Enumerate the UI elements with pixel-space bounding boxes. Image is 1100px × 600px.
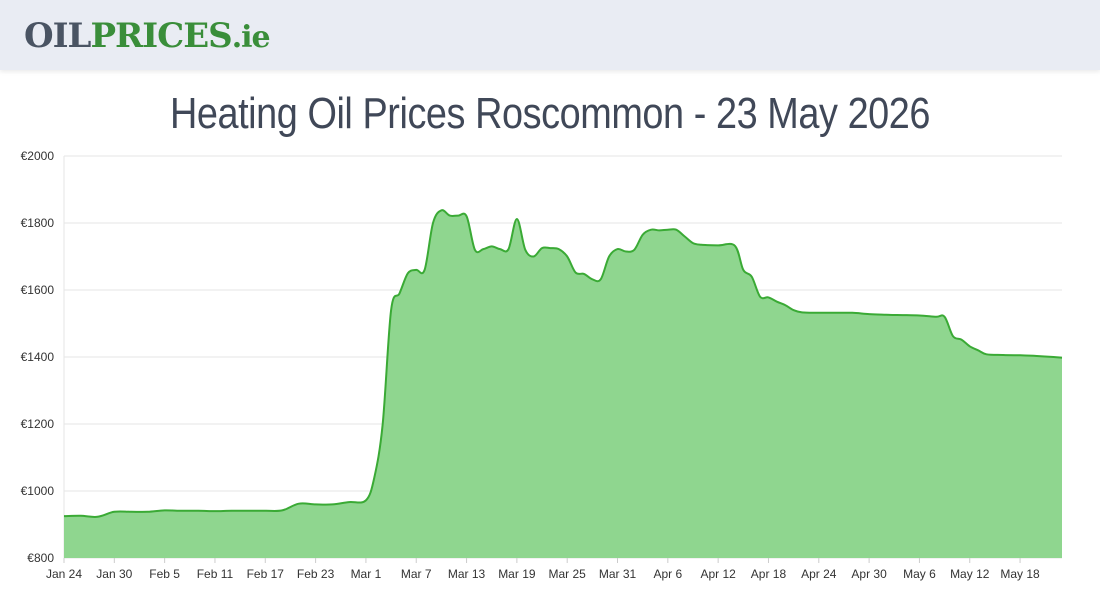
- x-tick-label: May 18: [1000, 567, 1040, 581]
- x-tick-label: Feb 11: [197, 567, 234, 581]
- price-line: [63, 209, 1063, 518]
- y-axis: €800 €1000 €1200 €1400 €1600 €1800 €2000: [21, 149, 55, 565]
- x-tick-label: Apr 6: [653, 567, 682, 581]
- x-tick-label: Mar 25: [549, 567, 587, 581]
- y-tick-label: €1800: [21, 216, 55, 230]
- x-tick-label: Feb 5: [149, 567, 180, 581]
- y-tick-label: €2000: [21, 149, 55, 163]
- x-tick-label: Feb 23: [297, 567, 335, 581]
- x-tick-label: Jan 24: [46, 567, 82, 581]
- logo-part-domain: .ie: [231, 20, 271, 55]
- price-area: [64, 210, 1062, 558]
- y-tick-label: €1600: [21, 283, 55, 297]
- x-tick-label: May 6: [903, 567, 936, 581]
- x-tick-label: May 12: [950, 567, 990, 581]
- x-tick-label: Mar 7: [401, 567, 432, 581]
- chart-title: Heating Oil Prices Roscommon - 23 May 20…: [169, 89, 931, 138]
- x-tick-label: Apr 12: [700, 567, 736, 581]
- x-tick-label: Mar 1: [351, 567, 382, 581]
- site-header: OILPRICES.ie: [0, 0, 1100, 70]
- y-tick-label: €1000: [21, 484, 55, 498]
- x-tick-label: Apr 24: [801, 567, 837, 581]
- site-logo[interactable]: OILPRICES.ie: [24, 14, 271, 60]
- logo-part-prices: PRICES: [90, 16, 232, 56]
- y-tick-label: €1200: [21, 417, 55, 431]
- x-tick-label: Jan 30: [96, 567, 132, 581]
- y-tick-label: €800: [27, 551, 54, 565]
- x-tick-label: Mar 13: [448, 567, 486, 581]
- x-tick-label: Mar 31: [599, 567, 637, 581]
- x-tick-label: Feb 17: [247, 567, 285, 581]
- x-tick-label: Apr 30: [851, 567, 887, 581]
- x-axis: Jan 24 Jan 30 Feb 5 Feb 11 Feb 17 Feb 23 Mar 1…: [46, 558, 1040, 581]
- x-tick-label: Apr 18: [751, 567, 787, 581]
- x-tick-label: Mar 19: [498, 567, 536, 581]
- y-tick-label: €1400: [21, 350, 55, 364]
- logo-part-oil: OIL: [24, 16, 91, 56]
